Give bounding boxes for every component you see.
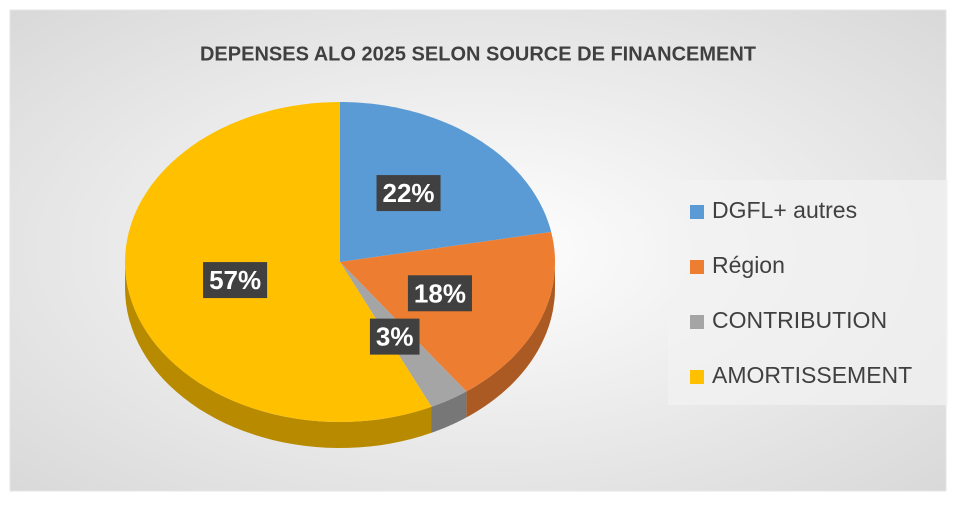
legend-label: Région: [712, 252, 785, 278]
slice-side: [125, 262, 432, 448]
data-label-box: [376, 175, 441, 212]
chart-title: DEPENSES ALO 2025 SELON SOURCE DE FINANC…: [200, 43, 756, 65]
legend-swatch: [690, 370, 704, 384]
legend-swatch: [690, 260, 704, 274]
legend-label: CONTRIBUTION: [712, 307, 887, 333]
slice-side: [466, 262, 555, 418]
slice-side: [431, 391, 467, 433]
legend-label: AMORTISSEMENT: [712, 362, 912, 388]
data-label-box: [407, 275, 472, 312]
pie: 22% 18%3% 57%: [125, 102, 555, 448]
slice: [340, 232, 555, 392]
slice: [340, 102, 552, 262]
data-label: 18%: [414, 278, 466, 308]
data-label: 57%: [209, 265, 261, 295]
data-label: 22%: [382, 178, 434, 208]
legend-swatch: [690, 205, 704, 219]
data-label: 3%: [376, 322, 414, 352]
slice: [125, 102, 432, 422]
legend-swatch: [690, 315, 704, 329]
data-label-box: [369, 318, 420, 355]
data-label-box: [203, 262, 268, 299]
legend-label: DGFL+ autres: [712, 197, 857, 223]
legend-box: [668, 180, 948, 405]
